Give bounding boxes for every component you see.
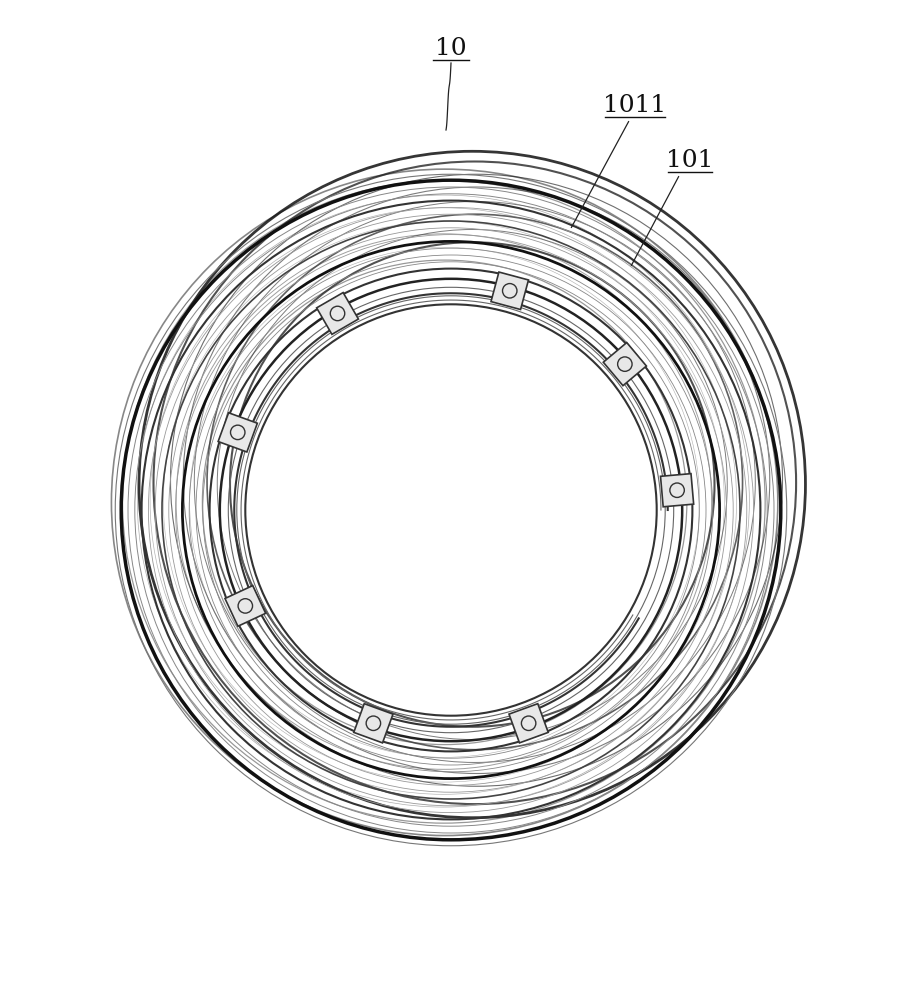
- Text: 1011: 1011: [603, 94, 666, 117]
- Text: 10: 10: [435, 37, 466, 60]
- Polygon shape: [317, 293, 358, 334]
- Polygon shape: [243, 595, 260, 611]
- Polygon shape: [354, 704, 392, 743]
- Polygon shape: [218, 413, 257, 452]
- Polygon shape: [491, 272, 528, 310]
- Text: 101: 101: [666, 149, 713, 172]
- Polygon shape: [235, 427, 253, 443]
- Polygon shape: [332, 310, 349, 328]
- Polygon shape: [500, 289, 515, 305]
- Polygon shape: [509, 704, 548, 743]
- Polygon shape: [662, 484, 676, 497]
- Polygon shape: [225, 586, 265, 626]
- Polygon shape: [518, 708, 534, 725]
- Polygon shape: [610, 360, 628, 377]
- Polygon shape: [367, 708, 383, 725]
- Polygon shape: [659, 474, 693, 507]
- Polygon shape: [603, 343, 646, 386]
